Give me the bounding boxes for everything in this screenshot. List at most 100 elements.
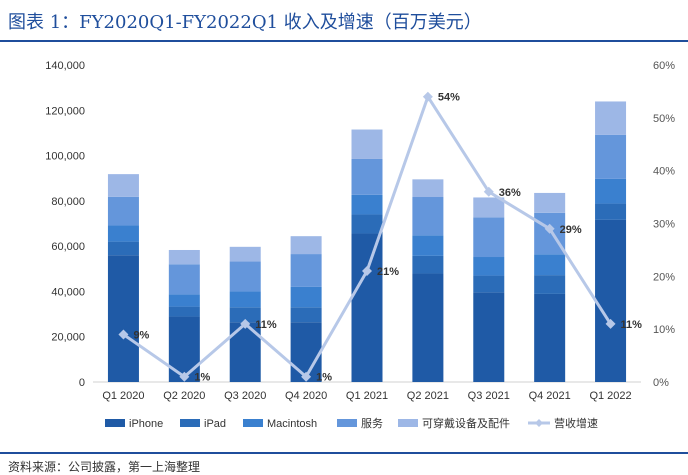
- y-right-tick-label: 40%: [653, 166, 675, 178]
- y-right-tick-label: 20%: [653, 271, 675, 283]
- legend-label: iPad: [204, 418, 226, 430]
- bar-segment: [473, 292, 505, 382]
- bar-segment: [290, 236, 322, 255]
- bar-segment: [351, 158, 383, 195]
- bar-segment: [107, 174, 139, 197]
- bar-segment: [534, 192, 566, 213]
- x-tick-label: Q3 2021: [468, 390, 510, 402]
- x-tick-label: Q1 2020: [102, 390, 144, 402]
- y-right-tick-label: 30%: [653, 219, 675, 231]
- bar-segment: [290, 286, 322, 308]
- bar-segment: [595, 101, 627, 135]
- bar-segment: [351, 214, 383, 234]
- y-left-tick-label: 100,000: [45, 151, 85, 163]
- legend-swatch: [337, 419, 357, 427]
- bar-segment: [473, 197, 505, 218]
- legend-swatch: [243, 419, 263, 427]
- bar-segment: [473, 275, 505, 293]
- data-label: 9%: [133, 329, 149, 341]
- growth-point-marker: [118, 329, 129, 340]
- legend-swatch: [398, 419, 418, 427]
- y-left-tick-label: 80,000: [51, 196, 85, 208]
- data-label: 1%: [194, 372, 210, 384]
- bar-segment: [168, 264, 200, 295]
- bar-segment: [473, 257, 505, 276]
- growth-point-marker: [240, 318, 251, 329]
- legend-label: 可穿戴设备及配件: [422, 416, 510, 430]
- bar-segment: [351, 233, 383, 382]
- legend-line-marker: [535, 419, 543, 427]
- bar-segment: [412, 179, 444, 198]
- bar-segment: [229, 246, 261, 262]
- growth-point-marker: [605, 318, 616, 329]
- bar-segment: [107, 196, 139, 226]
- x-tick-label: Q4 2020: [285, 390, 327, 402]
- bar-segment: [595, 178, 627, 204]
- bar-segment: [412, 197, 444, 236]
- x-tick-label: Q2 2020: [163, 390, 205, 402]
- bar-segment: [290, 254, 322, 287]
- growth-point-marker: [483, 186, 494, 197]
- bar-segment: [351, 194, 383, 215]
- bar-segment: [229, 261, 261, 292]
- bar-segment: [473, 217, 505, 258]
- bar-segment: [412, 255, 444, 274]
- x-tick-label: Q1 2022: [589, 390, 631, 402]
- bar-segment: [290, 307, 322, 323]
- y-left-tick-label: 20,000: [51, 332, 85, 344]
- bar-segment: [107, 255, 139, 382]
- data-label: 11%: [621, 319, 643, 331]
- bar-segment: [412, 273, 444, 382]
- footer-rule: [0, 452, 688, 454]
- chart-axes: 0 20,000 40,000 60,000 80,000 100,000 120,000 1…: [45, 60, 675, 402]
- legend-label: 服务: [361, 417, 383, 430]
- bar-segment: [595, 134, 627, 179]
- y-right-tick-label: 60%: [653, 60, 675, 72]
- y-left-tick-label: 60,000: [51, 241, 85, 253]
- bar-segment: [229, 307, 261, 323]
- bar-segment: [412, 235, 444, 256]
- data-label: 54%: [438, 92, 460, 104]
- data-label: 11%: [255, 319, 277, 331]
- y-left-tick-label: 0: [79, 377, 85, 389]
- y-left-tick-label: 120,000: [45, 105, 85, 117]
- x-tick-label: Q4 2021: [529, 390, 571, 402]
- bar-segment: [534, 275, 566, 294]
- bar-segment: [595, 219, 627, 382]
- data-label: 21%: [377, 266, 399, 278]
- bar-segment: [229, 291, 261, 308]
- data-label: 1%: [316, 372, 332, 384]
- legend-swatch: [180, 419, 200, 427]
- bar-segment: [168, 249, 200, 265]
- x-tick-label: Q2 2021: [407, 390, 449, 402]
- bar-segment: [168, 306, 200, 317]
- bar-segment: [107, 241, 139, 256]
- bar-segment: [107, 225, 139, 242]
- bar-segment: [534, 254, 566, 276]
- x-tick-label: Q3 2020: [224, 390, 266, 402]
- growth-point-marker: [179, 371, 190, 382]
- legend-swatch: [105, 419, 125, 427]
- title-rule: [0, 40, 688, 42]
- growth-line: 9% 1% 11% 1% 21% 54% 36% 29% 11%: [118, 91, 643, 384]
- chart-legend: iPhone iPad Macintosh 服务 可穿戴设备及配件 营收增速: [105, 416, 598, 430]
- y-left-tick-label: 40,000: [51, 286, 85, 298]
- data-label: 36%: [499, 187, 521, 199]
- growth-point-marker: [362, 266, 372, 277]
- y-right-tick-label: 0%: [653, 377, 669, 389]
- legend-label: Macintosh: [267, 418, 317, 430]
- y-right-tick-label: 50%: [653, 113, 675, 125]
- chart-title: 图表 1：FY2020Q1-FY2022Q1 收入及增速（百万美元）: [8, 12, 482, 33]
- bar-segment: [534, 293, 566, 382]
- legend-label: 营收增速: [554, 416, 598, 430]
- y-left-tick-label: 140,000: [45, 60, 85, 72]
- x-tick-label: Q1 2021: [346, 390, 388, 402]
- chart-bars: [107, 101, 627, 382]
- data-label: 29%: [560, 224, 582, 236]
- growth-point-marker: [301, 371, 312, 382]
- bar-segment: [229, 322, 261, 382]
- bar-segment: [351, 129, 383, 159]
- bar-segment: [595, 203, 627, 220]
- bar-segment: [168, 294, 200, 307]
